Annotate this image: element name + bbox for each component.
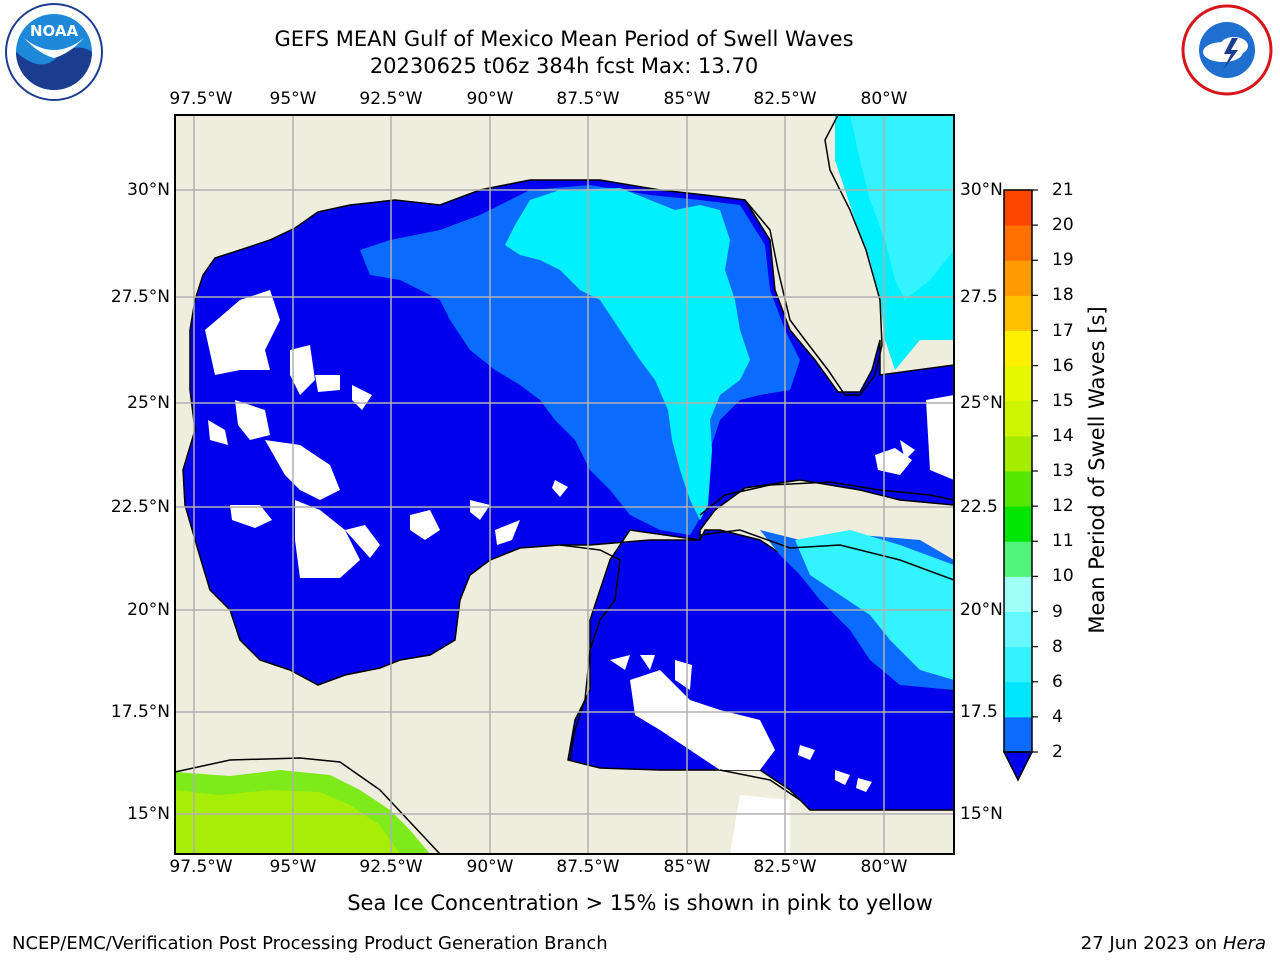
chart-subtitle: 20230625 t06z 384h fcst Max: 13.70 bbox=[369, 54, 759, 78]
lat-label-right: 30°N bbox=[960, 180, 1003, 200]
colorbar-tick-label: 20 bbox=[1052, 215, 1074, 236]
colorbar-segment bbox=[1004, 646, 1032, 683]
svg-text:NOAA: NOAA bbox=[30, 22, 79, 40]
colorbar-segment bbox=[1004, 260, 1032, 296]
lat-label-left: 27.5°N bbox=[110, 287, 170, 307]
lat-label-right: 17.5 bbox=[960, 702, 998, 722]
pacific-swell-highlight bbox=[175, 790, 400, 854]
colorbar-segment bbox=[1004, 365, 1032, 402]
lon-label-bottom: 92.5°W bbox=[359, 857, 423, 877]
colorbar-tick-label: 16 bbox=[1052, 355, 1074, 376]
colorbar-segment bbox=[1004, 471, 1032, 507]
colorbar-segment bbox=[1004, 506, 1032, 542]
lat-label-right: 27.5 bbox=[960, 287, 998, 307]
lon-label-bottom: 82.5°W bbox=[753, 857, 817, 877]
footer-date: 27 Jun 2023 on Hera bbox=[1081, 933, 1266, 954]
lon-label-bottom: 85°W bbox=[663, 857, 711, 877]
lat-label-left: 30°N bbox=[127, 180, 170, 200]
lat-label-right: 20°N bbox=[960, 600, 1003, 620]
colorbar-tick-label: 10 bbox=[1052, 566, 1074, 587]
colorbar-segment bbox=[1004, 295, 1032, 331]
colorbar-tick-label: 13 bbox=[1052, 461, 1074, 481]
missing-data-patches bbox=[205, 290, 954, 854]
colorbar-segment bbox=[1004, 611, 1032, 648]
colorbar-tick-label: 9 bbox=[1052, 601, 1063, 622]
colorbar-segment bbox=[1004, 435, 1032, 472]
nws-logo bbox=[1181, 4, 1273, 96]
lon-label-top: 92.5°W bbox=[359, 89, 423, 109]
colorbar-tick-label: 2 bbox=[1052, 742, 1063, 762]
lon-label-top: 80°W bbox=[860, 89, 908, 109]
footer-credit: NCEP/EMC/Verification Post Processing Pr… bbox=[12, 933, 608, 954]
atlantic-sea-light bbox=[850, 115, 954, 300]
lon-label-top: 90°W bbox=[466, 89, 514, 109]
colorbar-tick-label: 8 bbox=[1052, 636, 1063, 657]
lon-label-top: 85°W bbox=[663, 89, 711, 109]
lat-label-left: 20°N bbox=[127, 600, 170, 620]
noaa-logo: NOAA bbox=[5, 3, 103, 101]
lat-label-left: 15°N bbox=[127, 804, 170, 824]
lat-label-left: 25°N bbox=[127, 393, 170, 413]
colorbar-tick-label: 19 bbox=[1052, 250, 1074, 271]
lon-label-top: 82.5°W bbox=[753, 89, 817, 109]
colorbar-segment bbox=[1004, 400, 1032, 437]
colorbar-segment bbox=[1004, 330, 1032, 367]
footer-host: Hera bbox=[1222, 933, 1266, 954]
lon-label-top: 87.5°W bbox=[556, 89, 620, 109]
lat-label-left: 17.5°N bbox=[110, 702, 170, 722]
colorbar-segment bbox=[1004, 576, 1032, 612]
colorbar-tick-label: 12 bbox=[1052, 496, 1074, 517]
colorbar-tick-label: 21 bbox=[1052, 180, 1074, 200]
colorbar-extend-triangle bbox=[1002, 751, 1034, 782]
lon-label-bottom: 95°W bbox=[269, 857, 317, 877]
lon-label-top: 95°W bbox=[269, 89, 317, 109]
footer-date-text: 27 Jun 2023 on bbox=[1080, 933, 1218, 954]
map-frame bbox=[174, 114, 955, 855]
colorbar-tick-label: 18 bbox=[1052, 285, 1074, 306]
lat-label-right: 15°N bbox=[960, 804, 1003, 824]
colorbar-tick-label: 14 bbox=[1052, 425, 1074, 446]
sea-band-4s bbox=[505, 188, 750, 520]
lon-label-bottom: 90°W bbox=[466, 857, 514, 877]
lon-label-top: 97.5°W bbox=[169, 89, 233, 109]
colorbar-segment bbox=[1004, 681, 1032, 718]
lat-label-right: 22.5 bbox=[960, 497, 998, 517]
caribbean-cyan-band bbox=[795, 530, 954, 680]
colorbar-tick-label: 4 bbox=[1052, 706, 1063, 727]
lat-label-right: 25°N bbox=[960, 393, 1003, 413]
lon-label-bottom: 87.5°W bbox=[556, 857, 620, 877]
colorbar-tick-label: 6 bbox=[1052, 671, 1063, 692]
colorbar-segment bbox=[1004, 716, 1032, 753]
colorbar-title: Mean Period of Swell Waves [s] bbox=[1085, 306, 1109, 634]
colorbar-segment bbox=[1004, 225, 1032, 261]
sea-ice-caption: Sea Ice Concentration > 15% is shown in … bbox=[347, 891, 933, 915]
lon-label-bottom: 80°W bbox=[860, 857, 908, 877]
colorbar-tick-label: 11 bbox=[1052, 531, 1074, 552]
lon-label-bottom: 97.5°W bbox=[169, 857, 233, 877]
lat-label-left: 22.5°N bbox=[110, 497, 170, 517]
chart-title: GEFS MEAN Gulf of Mexico Mean Period of … bbox=[274, 27, 854, 51]
colorbar-tick-label: 17 bbox=[1052, 320, 1074, 341]
colorbar bbox=[1002, 189, 1038, 782]
graticule bbox=[175, 115, 954, 854]
colorbar-segment bbox=[1004, 541, 1032, 577]
colorbar-segment bbox=[1004, 190, 1032, 226]
colorbar-tick-label: 15 bbox=[1052, 390, 1074, 411]
